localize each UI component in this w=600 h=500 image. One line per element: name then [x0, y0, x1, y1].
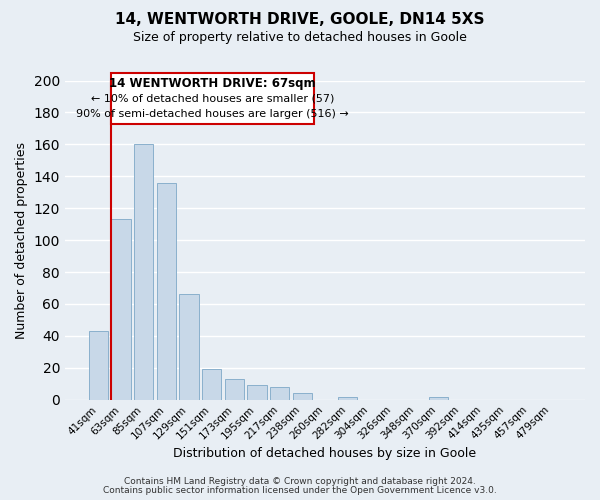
- Bar: [111, 220, 131, 400]
- Bar: [293, 394, 312, 400]
- Text: Size of property relative to detached houses in Goole: Size of property relative to detached ho…: [133, 31, 467, 44]
- Text: 14, WENTWORTH DRIVE, GOOLE, DN14 5XS: 14, WENTWORTH DRIVE, GOOLE, DN14 5XS: [115, 12, 485, 28]
- Bar: [134, 144, 153, 400]
- Text: 14 WENTWORTH DRIVE: 67sqm: 14 WENTWORTH DRIVE: 67sqm: [109, 78, 316, 90]
- FancyBboxPatch shape: [111, 72, 314, 124]
- Bar: [247, 386, 266, 400]
- Text: Contains public sector information licensed under the Open Government Licence v3: Contains public sector information licen…: [103, 486, 497, 495]
- Text: 90% of semi-detached houses are larger (516) →: 90% of semi-detached houses are larger (…: [76, 109, 349, 119]
- Bar: [270, 387, 289, 400]
- Bar: [202, 370, 221, 400]
- Bar: [89, 331, 108, 400]
- Bar: [179, 294, 199, 400]
- Bar: [338, 396, 357, 400]
- Y-axis label: Number of detached properties: Number of detached properties: [15, 142, 28, 338]
- Text: ← 10% of detached houses are smaller (57): ← 10% of detached houses are smaller (57…: [91, 94, 334, 104]
- Bar: [429, 396, 448, 400]
- Bar: [224, 379, 244, 400]
- Bar: [157, 182, 176, 400]
- Text: Contains HM Land Registry data © Crown copyright and database right 2024.: Contains HM Land Registry data © Crown c…: [124, 477, 476, 486]
- X-axis label: Distribution of detached houses by size in Goole: Distribution of detached houses by size …: [173, 447, 476, 460]
